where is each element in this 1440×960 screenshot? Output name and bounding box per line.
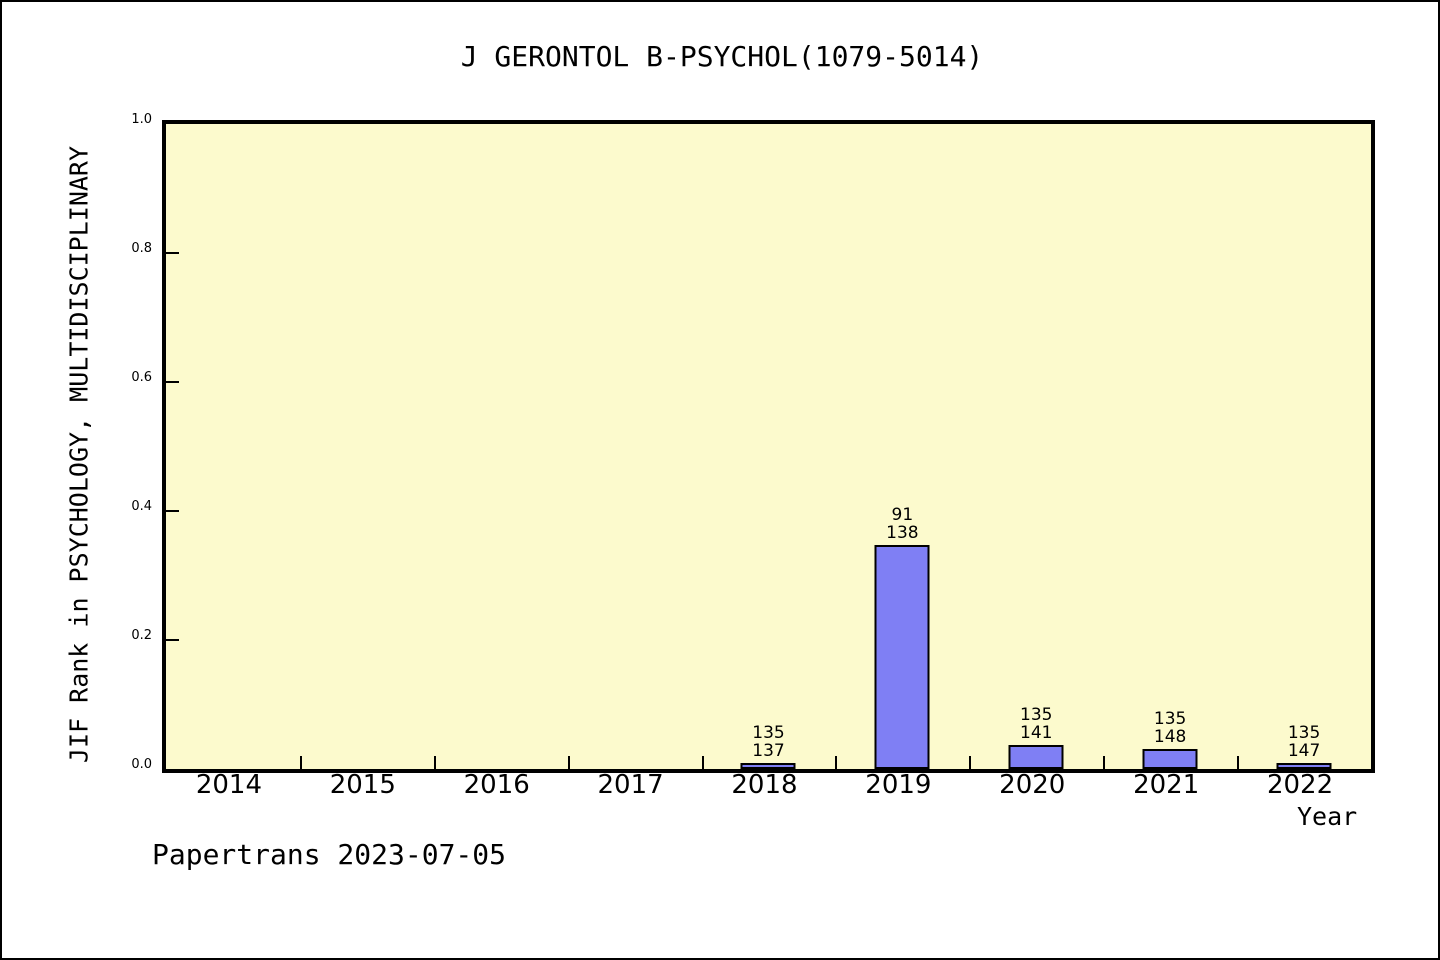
bar-rank-2018: 135 xyxy=(752,723,785,743)
x-tick-label-2017: 2017 xyxy=(597,770,664,800)
x-tick-label-2018: 2018 xyxy=(731,770,798,800)
chart-title: J GERONTOL B-PSYCHOL(1079-5014) xyxy=(460,40,984,73)
bar-group: 135 148 xyxy=(1103,124,1237,769)
bar-total-2019: 138 xyxy=(886,522,919,543)
x-tick-mark xyxy=(1103,756,1106,769)
y-tick-label-1.0: 1.0 xyxy=(131,112,152,127)
x-tick-label-2015: 2015 xyxy=(329,770,396,800)
x-tick-mark xyxy=(433,756,436,769)
y-tick-label-0.8: 0.8 xyxy=(131,241,152,256)
y-tick-label-0.2: 0.2 xyxy=(131,628,152,643)
x-tick-mark xyxy=(1237,756,1240,769)
x-tick-mark xyxy=(835,756,838,769)
bar-group xyxy=(568,124,702,769)
y-tick-label-0.6: 0.6 xyxy=(131,370,152,385)
bar-2019[interactable] xyxy=(874,544,930,769)
y-tick-mark xyxy=(166,510,179,512)
bar-group: 91 138 xyxy=(835,124,969,769)
bar-total-2022: 147 xyxy=(1287,741,1321,761)
x-tick-label-2022: 2022 xyxy=(1266,770,1334,800)
x-tick-label-2020: 2020 xyxy=(999,770,1066,800)
x-tick-label-2016: 2016 xyxy=(463,770,530,800)
bar-group: 135 137 xyxy=(702,124,836,769)
bar-value-label-2020: 135 141 xyxy=(1020,706,1052,742)
y-tick-mark xyxy=(166,252,179,254)
y-axis-title: JIF Rank in PSYCHOLOGY, MULTIDISCIPLINAR… xyxy=(64,145,94,764)
x-axis-title: Year xyxy=(1297,802,1358,831)
x-tick-mark xyxy=(969,756,972,769)
bar-value-label-2018: 135 137 xyxy=(752,724,784,760)
bar-group: 135 147 xyxy=(1237,124,1371,769)
x-tick-label-2021: 2021 xyxy=(1133,770,1200,800)
bar-total-2021: 148 xyxy=(1153,727,1187,748)
bar-2022[interactable] xyxy=(1276,763,1332,769)
footer-note: Papertrans 2023-07-05 xyxy=(152,838,507,871)
bar-group: 135 141 xyxy=(969,124,1103,769)
bar-2021[interactable] xyxy=(1142,749,1198,769)
x-tick-label-2014: 2014 xyxy=(195,770,263,800)
bar-2020[interactable] xyxy=(1008,745,1064,769)
bar-total-2020: 141 xyxy=(1020,723,1053,744)
x-tick-label-2019: 2019 xyxy=(865,770,932,800)
bar-total-2018: 137 xyxy=(752,741,785,761)
bar-value-label-2019: 91 138 xyxy=(886,506,918,542)
bar-value-label-2021: 135 148 xyxy=(1154,710,1186,746)
bar-rank-2022: 135 xyxy=(1287,723,1321,743)
bar-rank-2021: 135 xyxy=(1153,709,1187,730)
bar-rank-2020: 135 xyxy=(1020,705,1053,726)
y-tick-label-0.4: 0.4 xyxy=(131,499,152,514)
y-tick-label-0.0: 0.0 xyxy=(131,757,152,772)
x-tick-mark xyxy=(567,756,570,769)
bar-rank-2019: 91 xyxy=(891,504,914,525)
bar-group xyxy=(434,124,568,769)
bar-value-label-2022: 135 147 xyxy=(1288,724,1320,760)
bar-group xyxy=(166,124,300,769)
plot-area: 135 137 91 138 135 141 135 148 135 147 xyxy=(162,120,1375,773)
bar-2018[interactable] xyxy=(740,763,796,769)
x-tick-mark xyxy=(701,756,704,769)
y-tick-mark xyxy=(166,381,179,383)
x-tick-mark xyxy=(299,756,302,769)
bars-layer: 135 137 91 138 135 141 135 148 135 147 xyxy=(166,124,1371,769)
y-tick-mark xyxy=(166,639,179,641)
bar-group xyxy=(300,124,434,769)
